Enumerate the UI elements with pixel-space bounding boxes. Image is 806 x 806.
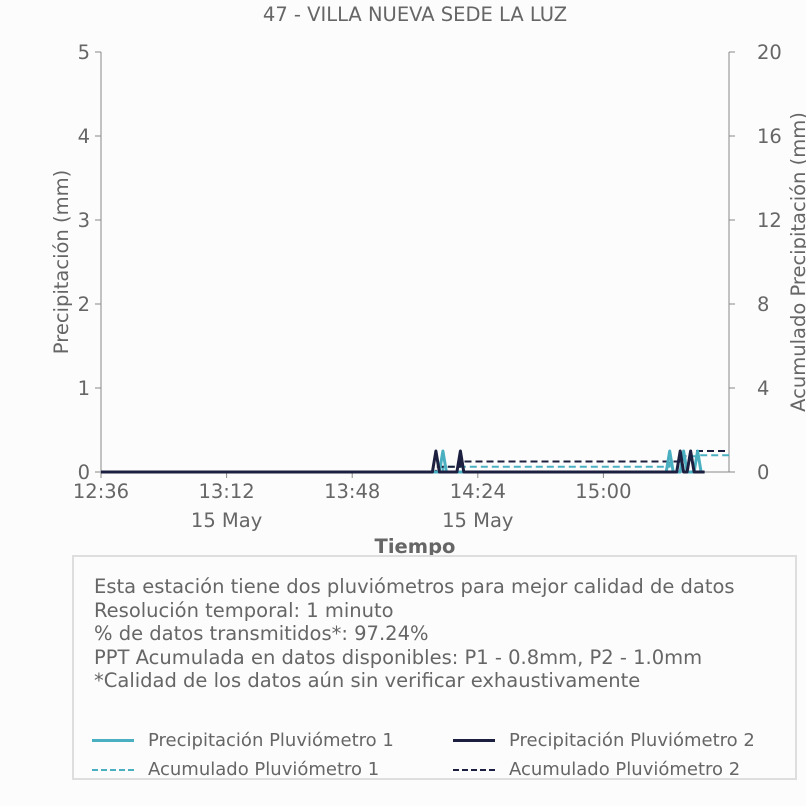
series-line-acumulado-p2 (101, 450, 729, 473)
y-tick-label-right: 20 (757, 41, 782, 64)
legend-swatch-p1-solid (92, 739, 134, 742)
legend-item-acum-p1: Acumulado Pluviómetro 1 (92, 759, 379, 780)
legend-swatch-p2-dashed (453, 768, 495, 771)
chart-title: 47 - VILLA NUEVA SEDE LA LUZ (263, 3, 567, 26)
station-info: Esta estación tiene dos pluviómetros par… (94, 575, 735, 693)
y-axis-label-left: Precipitación (mm) (50, 170, 73, 354)
y-axis-label-right: Acumulado Precipitación (mm) (787, 112, 806, 412)
legend: Precipitación Pluviómetro 1 Precipitació… (92, 730, 792, 790)
chart: 47 - VILLA NUEVA SEDE LA LUZ 01234504812… (50, 3, 806, 558)
legend-label: Acumulado Pluviómetro 2 (509, 759, 741, 780)
y-tick-label-right: 0 (757, 461, 769, 484)
x-tick-label: 13:48 (324, 480, 380, 503)
info-line-dual-gauges: Esta estación tiene dos pluviómetros par… (94, 575, 735, 598)
y-tick-label-left: 2 (78, 293, 90, 316)
x-tick-label: 12:36 (73, 480, 129, 503)
legend-item-precip-p2: Precipitación Pluviómetro 2 (453, 730, 755, 751)
legend-item-acum-p2: Acumulado Pluviómetro 2 (453, 759, 740, 780)
y-tick-label-left: 3 (78, 209, 90, 232)
y-tick-label-right: 16 (757, 125, 782, 148)
x-tick-date-label: 15 May (191, 509, 262, 532)
x-tick-label: 14:24 (450, 480, 506, 503)
y-tick-label-left: 0 (78, 461, 90, 484)
legend-label: Precipitación Pluviómetro 2 (509, 730, 755, 751)
y-tick-label-left: 1 (78, 377, 90, 400)
legend-label: Acumulado Pluviómetro 1 (148, 759, 380, 780)
x-tick-date-label: 15 May (442, 509, 513, 532)
y-tick-label-right: 12 (757, 209, 782, 232)
legend-item-precip-p1: Precipitación Pluviómetro 1 (92, 730, 394, 751)
y-tick-label-left: 5 (78, 41, 90, 64)
y-tick-label-right: 8 (757, 293, 769, 316)
info-line-resolution: Resolución temporal: 1 minuto (94, 598, 394, 622)
y-tick-label-left: 4 (78, 125, 90, 148)
series-line-precipitacion-p2 (101, 449, 705, 474)
y-tick-label-right: 4 (757, 377, 769, 400)
x-tick-label: 15:00 (575, 480, 631, 503)
legend-swatch-p1-dashed (92, 768, 134, 771)
x-axis-label: Tiempo (375, 535, 456, 558)
info-box: Esta estación tiene dos pluviómetros par… (72, 555, 797, 780)
info-line-accumulated: PPT Acumulada en datos disponibles: P1 -… (94, 645, 703, 669)
x-tick-label: 13:12 (198, 480, 254, 503)
info-line-transmitted: % de datos transmitidos*: 97.24% (94, 622, 429, 646)
legend-swatch-p2-solid (453, 739, 495, 742)
series-line-acumulado-p1 (101, 454, 729, 473)
legend-label: Precipitación Pluviómetro 1 (148, 730, 394, 751)
info-line-quality-note: *Calidad de los datos aún sin verificar … (94, 669, 641, 693)
